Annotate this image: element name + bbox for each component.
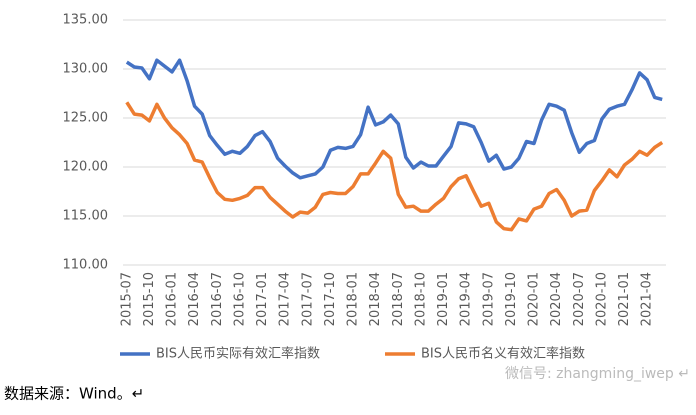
x-tick-label: 2017-10 [323,272,338,326]
source-note: 数据来源：Wind。↵ [4,385,144,403]
y-tick-label: 120.00 [63,160,109,175]
x-tick-label: 2015-07 [119,272,134,326]
x-tick-label: 2019-10 [504,272,519,326]
watermark: 微信号: zhangming_iwep ↵ [505,366,690,382]
x-tick-label: 2020-01 [527,272,542,326]
x-tick-label: 2021-01 [617,272,632,326]
x-tick-label: 2018-07 [391,272,406,326]
x-tick-label: 2019-04 [459,272,474,326]
x-tick-label: 2020-10 [594,272,609,326]
x-tick-label: 2019-07 [481,272,496,326]
y-tick-label: 125.00 [63,111,109,126]
x-tick-label: 2016-07 [210,272,225,326]
x-tick-label: 2019-01 [436,272,451,326]
x-tick-label: 2015-10 [142,272,157,326]
x-tick-label: 2018-10 [413,272,428,326]
x-tick-label: 2018-04 [368,272,383,326]
x-tick-label: 2020-07 [572,272,587,326]
data-line [125,58,663,180]
x-tick-label: 2017-01 [255,272,270,326]
x-tick-label: 2017-07 [300,272,315,326]
x-tick-label: 2018-01 [346,272,361,326]
x-tick-label: 2016-10 [232,272,247,326]
y-tick-label: 130.00 [63,62,109,77]
x-tick-label: 2017-04 [278,272,293,326]
legend-label: BIS人民币名义有效汇率指数 [421,346,585,362]
data-line [125,101,664,232]
x-tick-label: 2020-04 [549,272,564,326]
y-tick-label: 135.00 [63,13,109,28]
legend-label: BIS人民币实际有效汇率指数 [156,346,320,362]
x-tick-label: 2016-04 [187,272,202,326]
y-tick-label: 115.00 [63,209,109,224]
y-tick-label: 110.00 [63,258,109,273]
x-tick-label: 2021-04 [640,272,655,326]
x-tick-label: 2016-01 [165,272,180,326]
